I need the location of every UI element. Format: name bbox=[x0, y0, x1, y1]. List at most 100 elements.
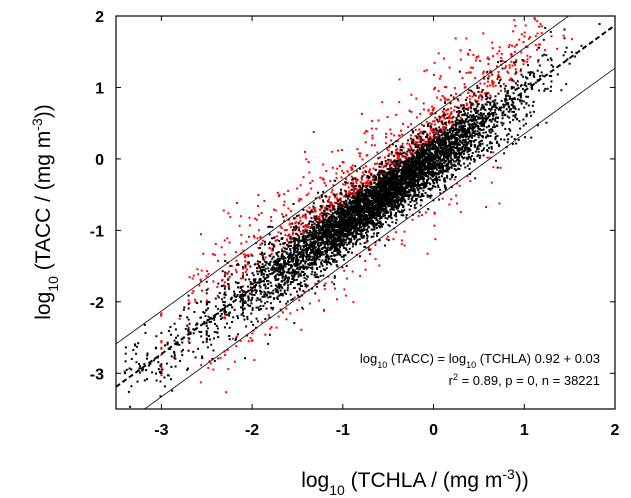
black-point bbox=[394, 213, 397, 216]
black-point bbox=[228, 326, 231, 329]
black-point bbox=[376, 204, 379, 207]
black-point bbox=[458, 126, 461, 128]
black-point bbox=[453, 160, 456, 163]
black-point bbox=[359, 219, 362, 222]
red-point bbox=[312, 207, 315, 210]
red-point bbox=[383, 164, 386, 167]
black-point bbox=[313, 247, 316, 250]
black-point bbox=[322, 274, 325, 277]
black-point bbox=[256, 263, 259, 266]
black-point bbox=[335, 264, 338, 267]
black-point bbox=[457, 114, 460, 117]
black-point bbox=[417, 158, 420, 161]
black-point bbox=[504, 94, 507, 97]
black-point bbox=[431, 178, 434, 181]
black-point bbox=[478, 131, 481, 134]
red-point bbox=[366, 130, 369, 133]
black-point bbox=[446, 138, 449, 141]
red-point bbox=[201, 289, 203, 292]
red-point bbox=[292, 231, 294, 234]
black-point bbox=[538, 46, 541, 49]
black-point bbox=[527, 95, 529, 98]
black-point bbox=[370, 217, 373, 220]
red-point bbox=[400, 243, 403, 246]
red-point bbox=[192, 290, 195, 292]
black-point bbox=[259, 286, 262, 289]
black-point bbox=[515, 87, 518, 90]
black-point bbox=[281, 264, 284, 267]
black-point bbox=[375, 176, 378, 178]
red-point bbox=[359, 187, 362, 190]
black-point bbox=[452, 145, 455, 148]
black-point bbox=[333, 243, 336, 246]
black-point bbox=[344, 254, 347, 257]
red-point bbox=[446, 112, 449, 115]
red-point bbox=[523, 35, 526, 38]
red-point bbox=[288, 223, 291, 226]
red-point bbox=[459, 58, 462, 61]
black-point bbox=[505, 134, 508, 137]
red-point bbox=[262, 239, 265, 242]
black-point bbox=[344, 195, 347, 197]
black-point bbox=[453, 167, 456, 170]
red-point bbox=[375, 179, 378, 182]
black-point bbox=[466, 116, 469, 118]
black-point bbox=[470, 89, 473, 92]
red-point bbox=[339, 197, 342, 200]
red-point bbox=[296, 187, 299, 190]
red-point bbox=[323, 211, 326, 214]
red-point bbox=[474, 77, 477, 79]
black-point bbox=[346, 210, 348, 213]
black-point bbox=[422, 124, 425, 127]
black-point bbox=[424, 181, 427, 184]
black-point bbox=[239, 294, 242, 296]
red-point bbox=[486, 85, 489, 88]
red-point bbox=[476, 100, 479, 103]
red-point bbox=[327, 206, 330, 209]
black-point bbox=[301, 266, 304, 268]
red-point bbox=[466, 96, 469, 99]
black-point bbox=[376, 234, 378, 237]
red-point bbox=[192, 274, 195, 277]
black-point bbox=[311, 231, 314, 234]
red-point bbox=[430, 138, 433, 141]
red-point bbox=[202, 252, 205, 255]
red-point bbox=[319, 176, 322, 179]
black-point bbox=[267, 287, 270, 290]
black-point bbox=[512, 86, 515, 89]
black-point bbox=[410, 199, 413, 202]
red-point bbox=[290, 210, 292, 213]
black-point bbox=[459, 119, 462, 122]
red-point bbox=[331, 208, 334, 211]
black-point bbox=[329, 216, 332, 219]
black-point bbox=[301, 248, 304, 251]
black-point bbox=[432, 185, 435, 188]
red-point bbox=[304, 217, 307, 220]
black-point bbox=[342, 238, 345, 241]
black-point bbox=[299, 245, 302, 248]
red-point bbox=[305, 286, 308, 289]
black-point bbox=[294, 239, 297, 242]
red-point bbox=[479, 59, 481, 62]
red-point bbox=[422, 102, 425, 105]
red-point bbox=[492, 82, 494, 85]
black-point bbox=[311, 267, 314, 270]
black-point bbox=[404, 193, 406, 196]
black-point bbox=[357, 185, 360, 188]
black-point bbox=[380, 216, 383, 219]
red-point bbox=[433, 61, 436, 64]
black-point bbox=[450, 173, 453, 176]
black-point bbox=[269, 260, 272, 263]
red-point bbox=[206, 270, 209, 273]
red-point bbox=[407, 125, 410, 128]
black-point bbox=[341, 225, 343, 228]
red-point bbox=[424, 211, 427, 214]
red-point bbox=[390, 132, 393, 135]
black-point bbox=[296, 238, 299, 241]
black-point bbox=[348, 205, 351, 208]
red-point bbox=[314, 209, 316, 211]
black-point bbox=[521, 88, 524, 90]
black-point bbox=[289, 251, 292, 254]
black-point bbox=[316, 250, 319, 253]
black-point bbox=[477, 127, 480, 130]
